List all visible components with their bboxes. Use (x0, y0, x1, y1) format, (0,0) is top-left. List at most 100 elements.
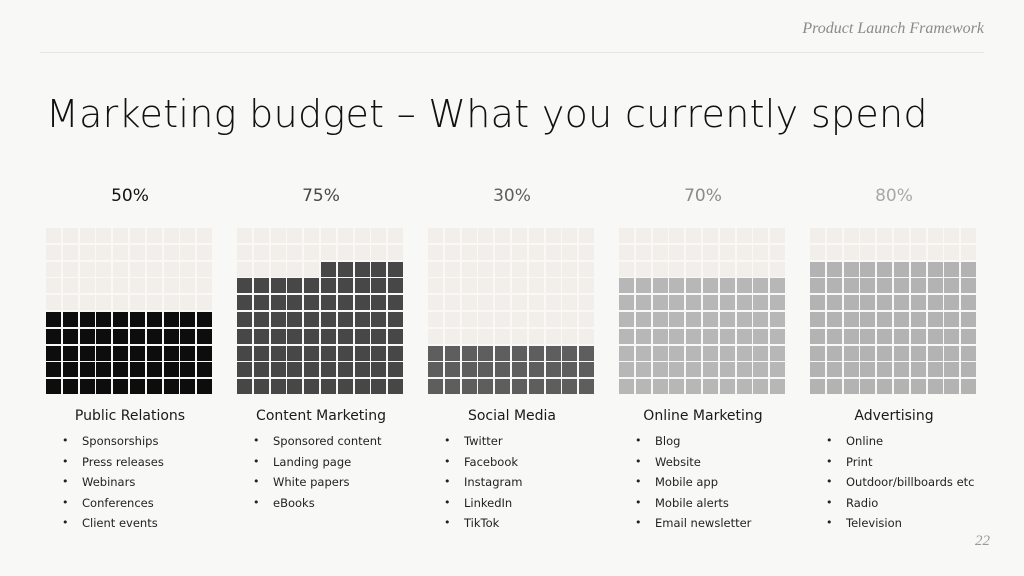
waffle-cell (877, 244, 893, 260)
waffle-cell (910, 261, 926, 277)
waffle-cell (652, 228, 668, 243)
waffle-cell (910, 228, 926, 243)
waffle-cell (197, 362, 213, 378)
waffle-cell (371, 278, 387, 294)
waffle-cell (652, 379, 668, 395)
waffle-cell (180, 228, 196, 243)
waffle-cell (669, 244, 685, 260)
waffle-cell (893, 228, 909, 243)
waffle-cell (371, 328, 387, 344)
waffle-cell (79, 295, 95, 311)
waffle-cell (253, 311, 269, 327)
waffle-cell (511, 244, 527, 260)
waffle-cell (545, 261, 561, 277)
waffle-cell (944, 311, 960, 327)
waffle-cell (545, 311, 561, 327)
waffle-cell (428, 278, 443, 294)
waffle-cell (163, 311, 179, 327)
waffle-cell (753, 328, 769, 344)
waffle-cell (702, 345, 718, 361)
list-item: Mobile alerts (635, 497, 751, 518)
waffle-cell (669, 228, 685, 243)
waffle-cell (619, 278, 634, 294)
waffle-cell (287, 345, 303, 361)
waffle-cell (562, 228, 578, 243)
waffle-cell (146, 345, 162, 361)
waffle-cell (753, 311, 769, 327)
waffle-cell (719, 261, 735, 277)
waffle-cell (736, 228, 752, 243)
list-item: Outdoor/billboards etc (826, 476, 974, 497)
list-item: Sponsored content (253, 435, 382, 456)
waffle-cell (337, 261, 353, 277)
waffle-cell (270, 362, 286, 378)
waffle-cell (579, 311, 595, 327)
percent-label: 80% (875, 186, 913, 206)
waffle-cell (388, 345, 404, 361)
waffle-cell (619, 311, 634, 327)
waffle-cell (237, 311, 252, 327)
waffle-cell (910, 244, 926, 260)
waffle-cell (129, 261, 145, 277)
waffle-cell (146, 328, 162, 344)
waffle-cell (237, 328, 252, 344)
waffle-cell (619, 362, 634, 378)
waffle-cell (753, 261, 769, 277)
waffle-cell (753, 278, 769, 294)
waffle-cell (562, 244, 578, 260)
waffle-cell (753, 379, 769, 395)
waffle-cell (686, 328, 702, 344)
list-item: Twitter (444, 435, 523, 456)
waffle-cell (528, 228, 544, 243)
waffle-cell (354, 379, 370, 395)
waffle-cell (444, 379, 460, 395)
waffle-cell (46, 261, 61, 277)
waffle-cell (528, 261, 544, 277)
waffle-cell (270, 295, 286, 311)
waffle-cell (354, 278, 370, 294)
waffle-cell (635, 228, 651, 243)
waffle-cell (843, 244, 859, 260)
waffle-cell (944, 328, 960, 344)
waffle-cell (961, 295, 977, 311)
percent-label: 70% (684, 186, 722, 206)
waffle-cell (810, 379, 825, 395)
waffle-cell (619, 345, 634, 361)
waffle-cell (635, 244, 651, 260)
waffle-cell (270, 345, 286, 361)
list-item: Radio (826, 497, 974, 518)
waffle-cell (96, 362, 112, 378)
waffle-cell (860, 261, 876, 277)
item-list: Sponsored contentLanding pageWhite paper… (253, 435, 382, 517)
waffle-cell (877, 311, 893, 327)
waffle-cell (253, 379, 269, 395)
waffle-cell (619, 328, 634, 344)
waffle-cell (511, 295, 527, 311)
waffle-cell (129, 228, 145, 243)
waffle-cell (461, 261, 477, 277)
waffle-cell (770, 244, 786, 260)
waffle-cell (562, 379, 578, 395)
waffle-cell (237, 278, 252, 294)
waffle-cell (428, 362, 443, 378)
waffle-cell (528, 345, 544, 361)
waffle-cell (927, 379, 943, 395)
waffle-cell (129, 345, 145, 361)
waffle-cell (893, 345, 909, 361)
waffle-cell (337, 345, 353, 361)
waffle-cell (478, 244, 494, 260)
category-label: Content Marketing (256, 408, 386, 424)
waffle-cell (304, 261, 320, 277)
waffle-cell (320, 362, 336, 378)
waffle-cell (826, 261, 842, 277)
waffle-cell (129, 362, 145, 378)
waffle-cell (304, 328, 320, 344)
waffle-cell (753, 244, 769, 260)
waffle-cell (753, 362, 769, 378)
waffle-cell (197, 328, 213, 344)
waffle-cell (96, 278, 112, 294)
waffle-cell (719, 311, 735, 327)
list-item: Press releases (62, 456, 164, 477)
waffle-cell (686, 379, 702, 395)
waffle-cell (113, 278, 129, 294)
